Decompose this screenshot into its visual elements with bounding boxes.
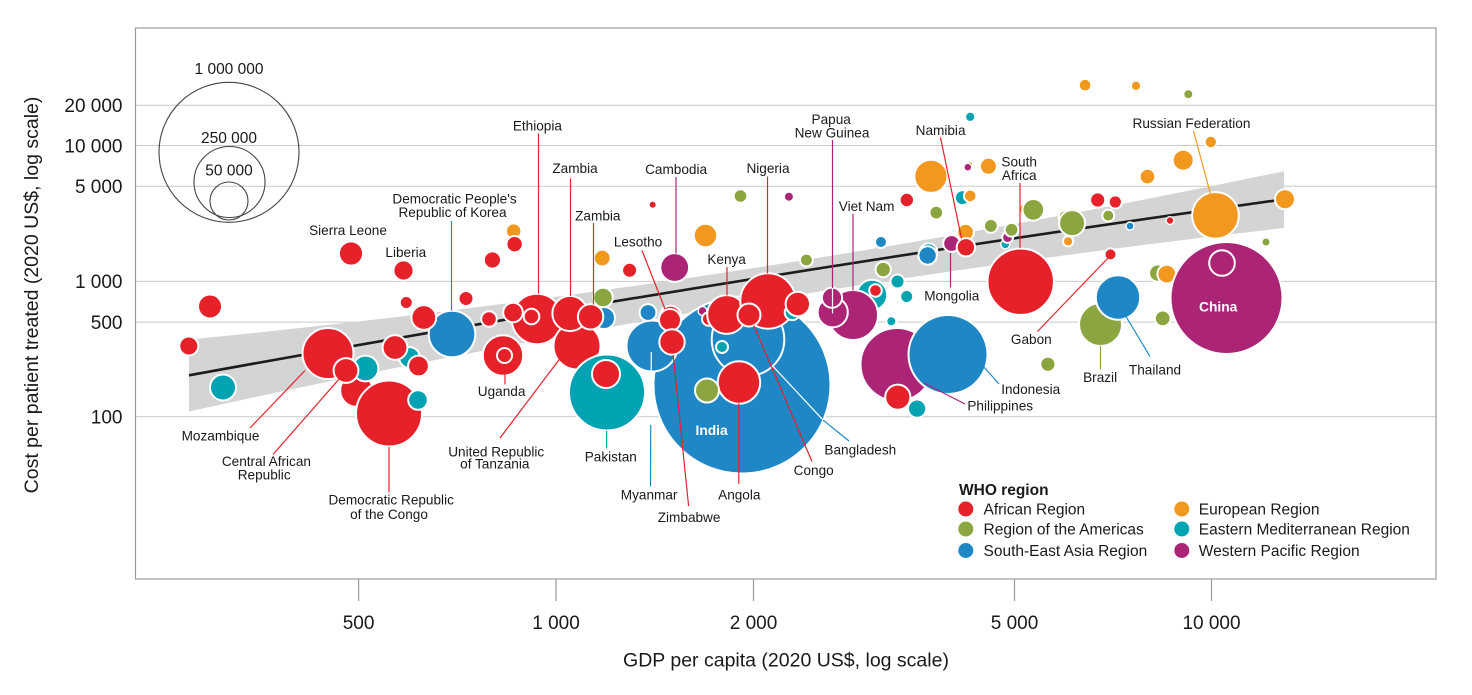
svg-text:1 000 000: 1 000 000 [195,61,264,78]
svg-text:Papua: Papua [812,112,852,127]
svg-text:Western Pacific Region: Western Pacific Region [1199,543,1360,560]
svg-text:Angola: Angola [718,487,761,502]
svg-text:500: 500 [91,313,123,334]
svg-text:South-East Asia Region: South-East Asia Region [984,543,1148,560]
svg-text:Russian Federation: Russian Federation [1133,116,1251,131]
svg-text:United Republic: United Republic [448,444,544,459]
svg-text:Nigeria: Nigeria [746,161,790,176]
svg-text:Viet Nam: Viet Nam [839,199,895,214]
svg-text:Uganda: Uganda [478,384,526,399]
svg-text:Liberia: Liberia [385,245,426,260]
svg-text:of the Congo: of the Congo [350,507,428,522]
svg-text:Zambia: Zambia [575,208,621,223]
svg-text:Mongolia: Mongolia [924,288,980,303]
svg-text:Lesotho: Lesotho [614,234,662,249]
svg-text:Cambodia: Cambodia [645,162,707,177]
svg-text:10 000: 10 000 [1182,613,1240,634]
svg-text:Sierra Leone: Sierra Leone [309,223,387,238]
svg-text:Indonesia: Indonesia [1001,382,1060,397]
svg-text:GDP per capita (2020 US$, log: GDP per capita (2020 US$, log scale) [623,649,949,671]
svg-text:Zambia: Zambia [552,161,598,176]
svg-text:Kenya: Kenya [707,252,746,267]
svg-text:Africa: Africa [1002,168,1037,183]
svg-text:Central African: Central African [222,454,311,469]
svg-text:50 000: 50 000 [205,163,253,180]
svg-text:Zimbabwe: Zimbabwe [658,510,721,525]
svg-text:India: India [695,423,728,438]
svg-text:5 000: 5 000 [991,613,1039,634]
svg-text:5 000: 5 000 [75,177,123,198]
svg-text:Republic of Korea: Republic of Korea [398,205,506,220]
svg-text:Democratic Republic: Democratic Republic [328,492,454,507]
svg-text:African Region: African Region [984,502,1086,519]
svg-text:Ethiopia: Ethiopia [513,118,563,133]
svg-text:Mozambique: Mozambique [182,428,260,443]
svg-text:Brazil: Brazil [1083,370,1117,385]
svg-text:South: South [1001,154,1037,169]
svg-text:China: China [1199,300,1238,315]
svg-text:Region of the Americas: Region of the Americas [984,522,1145,539]
svg-text:Gabon: Gabon [1011,332,1052,347]
svg-text:Bangladesh: Bangladesh [824,442,896,457]
svg-text:2 000: 2 000 [730,613,778,634]
svg-text:1 000: 1 000 [532,613,580,634]
svg-text:Congo: Congo [794,463,834,478]
svg-text:20 000: 20 000 [64,96,122,117]
svg-text:Republic: Republic [238,467,291,482]
svg-text:Namibia: Namibia [916,123,966,138]
svg-text:500: 500 [343,613,375,634]
svg-text:of Tanzania: of Tanzania [460,456,530,471]
svg-text:10 000: 10 000 [64,136,122,157]
svg-text:Democratic People's: Democratic People's [392,191,516,206]
svg-text:Eastern Mediterranean Region: Eastern Mediterranean Region [1199,522,1410,539]
svg-text:Cost per patient treated (2020: Cost per patient treated (2020 US$, log … [21,97,43,494]
svg-text:250 000: 250 000 [201,130,257,147]
svg-text:Pakistan: Pakistan [585,449,637,464]
svg-text:100: 100 [91,408,123,429]
svg-text:Philippines: Philippines [967,398,1033,413]
svg-text:1 000: 1 000 [75,272,123,293]
svg-text:Myanmar: Myanmar [621,487,678,502]
svg-text:Thailand: Thailand [1129,362,1181,377]
svg-text:WHO region: WHO region [959,482,1049,499]
svg-text:European Region: European Region [1199,502,1320,519]
svg-text:New Guinea: New Guinea [795,125,870,140]
